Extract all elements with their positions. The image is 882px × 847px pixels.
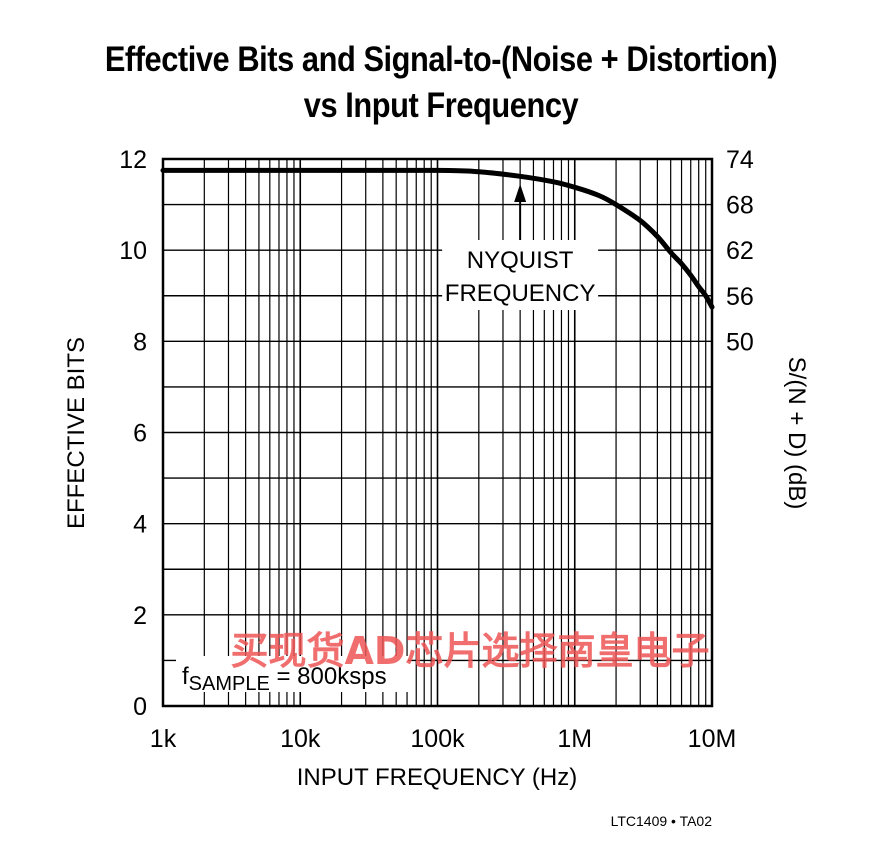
- grid: [162, 159, 712, 706]
- nyquist-arrow-head: [514, 184, 527, 202]
- nyquist-label-background: [442, 240, 599, 310]
- x-tick-label: 10M: [688, 725, 737, 753]
- y-tick-label: 4: [133, 511, 147, 539]
- watermark-text: 买现货AD芯片选择南皇电子: [231, 629, 710, 673]
- y-tick-labels: 0 2 4 6 8 10 12: [119, 146, 147, 721]
- y-axis-label: EFFECTIVE BITS: [63, 337, 90, 529]
- x-tick-label: 1k: [150, 725, 177, 753]
- x-tick-label: 1M: [557, 725, 592, 753]
- fsample-label-background: [176, 656, 408, 692]
- fsample-subscript: SAMPLE: [189, 673, 270, 695]
- fsample-label: fSAMPLE = 800ksps: [182, 663, 387, 695]
- x-tick-label: 100k: [410, 725, 465, 753]
- x-tick-label: 10k: [280, 725, 321, 753]
- y-tick-label: 6: [133, 420, 147, 448]
- series-line: [160, 167, 715, 310]
- y-tick-label: 10: [119, 237, 147, 265]
- fsample-rest: = 800ksps: [270, 663, 387, 690]
- y-tick-label: 2: [133, 602, 147, 630]
- y2-axis-label: S/(N + D) (dB): [783, 357, 810, 510]
- fsample-prefix: f: [182, 663, 189, 690]
- y-tick-label: 0: [133, 693, 147, 721]
- y-tick-label: 12: [119, 146, 147, 174]
- figure-reference: LTC1409 • TA02: [611, 813, 713, 829]
- nyquist-label-line2: FREQUENCY: [445, 280, 596, 307]
- chart-title-line2: vs Input Frequency: [303, 86, 579, 125]
- y2-tick-label: 50: [726, 328, 754, 356]
- plot-frame: [161, 157, 714, 708]
- chart-title-line1: Effective Bits and Signal-to-(Noise + Di…: [104, 40, 778, 79]
- x-axis-label: INPUT FREQUENCY (Hz): [297, 764, 577, 791]
- y2-tick-label: 74: [726, 146, 754, 174]
- y2-tick-label: 62: [726, 237, 754, 265]
- y-tick-label: 8: [133, 328, 147, 356]
- y2-tick-label: 68: [726, 192, 754, 220]
- y2-tick-label: 56: [726, 283, 754, 311]
- x-tick-labels: 1k 10k 100k 1M 10M: [150, 725, 737, 753]
- nyquist-label-line1: NYQUIST: [467, 247, 574, 274]
- y2-tick-labels: 50 56 62 68 74: [726, 146, 754, 356]
